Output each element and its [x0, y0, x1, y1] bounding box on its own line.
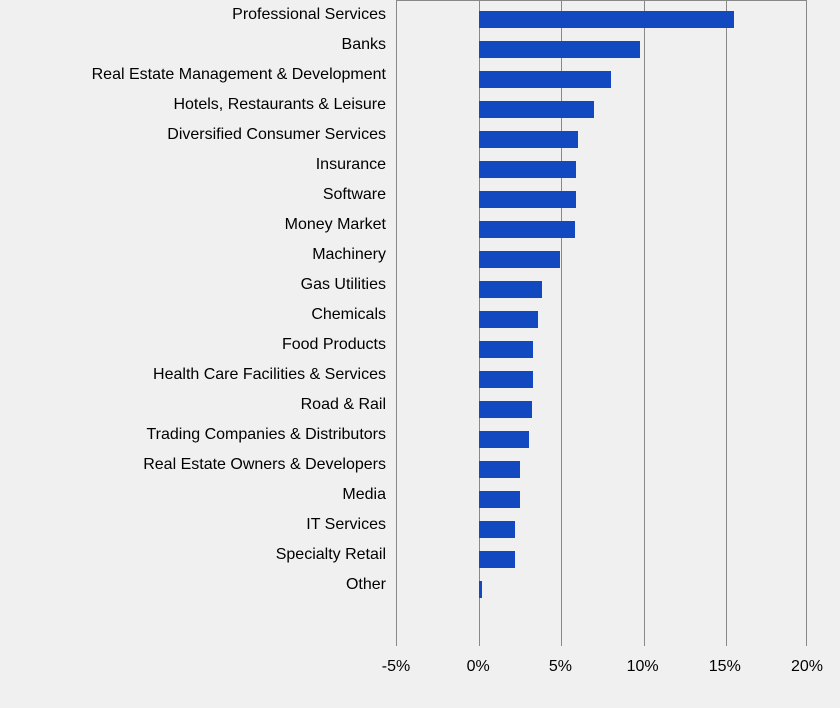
- category-label: Insurance: [316, 156, 386, 174]
- bar: [479, 221, 574, 238]
- category-label: Banks: [342, 36, 386, 54]
- bar: [479, 251, 560, 268]
- category-label: Other: [346, 576, 386, 594]
- bar: [479, 461, 520, 478]
- bar: [479, 101, 594, 118]
- category-label: IT Services: [306, 516, 386, 534]
- sector-allocation-bar-chart: Professional Services Banks Real Estate Ma…: [0, 0, 840, 708]
- category-label: Road & Rail: [301, 396, 386, 414]
- category-label: Trading Companies & Distributors: [147, 426, 387, 444]
- x-tick-label: 20%: [791, 658, 823, 676]
- x-tick-label: -5%: [382, 658, 410, 676]
- x-tick-label: 15%: [709, 658, 741, 676]
- category-label: Diversified Consumer Services: [167, 126, 386, 144]
- bar: [479, 431, 528, 448]
- bar: [479, 131, 578, 148]
- x-tick-label: 0%: [467, 658, 490, 676]
- category-label: Gas Utilities: [301, 276, 386, 294]
- bar: [479, 521, 515, 538]
- bar: [479, 401, 532, 418]
- bar: [479, 41, 640, 58]
- category-label: Real Estate Management & Development: [92, 66, 386, 84]
- category-label: Specialty Retail: [276, 546, 386, 564]
- bar: [479, 341, 533, 358]
- bar: [479, 311, 538, 328]
- bar: [479, 281, 541, 298]
- category-label: Chemicals: [311, 306, 386, 324]
- category-label: Professional Services: [232, 6, 386, 24]
- plot-area: [396, 0, 807, 646]
- x-tick-label: 10%: [627, 658, 659, 676]
- gridline: [726, 1, 727, 646]
- bar: [479, 71, 611, 88]
- bar: [479, 11, 734, 28]
- gridline: [644, 1, 645, 646]
- category-label: Machinery: [312, 246, 386, 264]
- gridline: [561, 1, 562, 646]
- x-tick-label: 5%: [549, 658, 572, 676]
- category-label: Food Products: [282, 336, 386, 354]
- bar: [479, 581, 481, 598]
- bar: [479, 191, 576, 208]
- bar: [479, 491, 520, 508]
- category-label: Hotels, Restaurants & Leisure: [173, 96, 386, 114]
- category-label: Media: [342, 486, 386, 504]
- category-label: Software: [323, 186, 386, 204]
- category-label: Money Market: [285, 216, 386, 234]
- category-label: Real Estate Owners & Developers: [143, 456, 386, 474]
- bar: [479, 161, 576, 178]
- category-label: Health Care Facilities & Services: [153, 366, 386, 384]
- bar: [479, 371, 533, 388]
- bar: [479, 551, 515, 568]
